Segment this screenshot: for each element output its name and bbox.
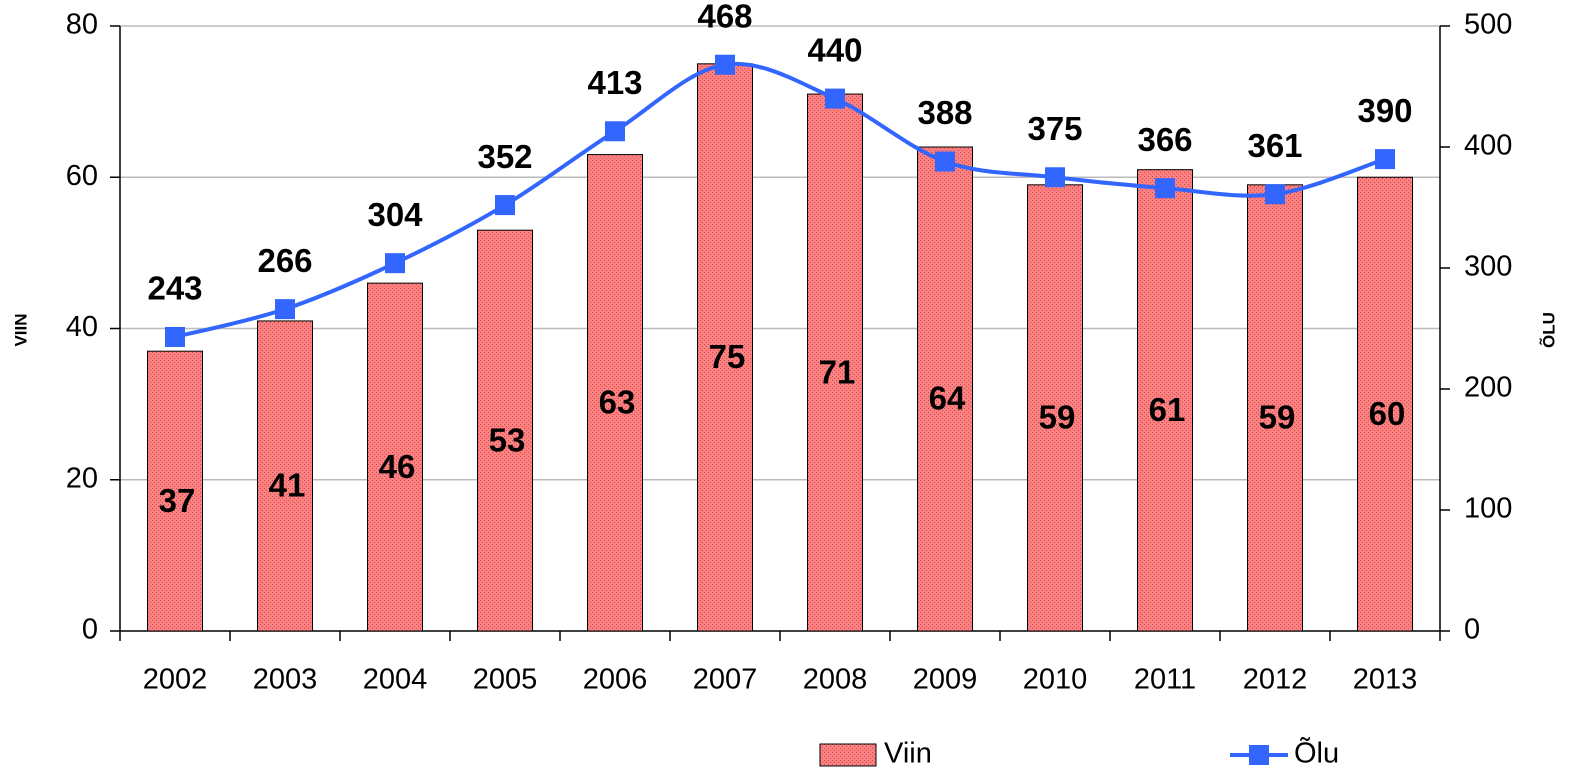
legend-marker	[1249, 745, 1269, 765]
data-label: 59	[1259, 399, 1296, 436]
bar	[917, 146, 973, 632]
y2-axis-label: ÕLU	[1538, 312, 1558, 348]
y-tick-label: 0	[82, 614, 98, 646]
x-tick-label: 2009	[913, 664, 978, 696]
bar	[147, 350, 203, 632]
y-tick-label: 40	[66, 311, 98, 343]
data-label: 243	[147, 270, 202, 307]
y2-tick-label: 100	[1464, 493, 1512, 525]
data-label: 388	[917, 94, 972, 131]
x-tick-label: 2003	[253, 664, 318, 696]
legend-label: Õlu	[1294, 736, 1339, 770]
data-label: 59	[1039, 399, 1076, 436]
data-label: 468	[697, 0, 752, 34]
marker	[825, 88, 845, 109]
line	[174, 61, 1386, 339]
data-label: 41	[269, 467, 306, 504]
marker	[1375, 149, 1395, 170]
data-label: 361	[1247, 127, 1302, 164]
bar	[257, 320, 313, 632]
data-label: 37	[159, 482, 196, 519]
bar	[587, 154, 643, 632]
data-label: 352	[477, 138, 532, 175]
marker	[1265, 184, 1285, 205]
y-tick-label: 80	[66, 9, 98, 41]
data-label: 63	[599, 384, 636, 421]
y-axis-label: VIIN	[11, 313, 30, 346]
y2-tick-label: 300	[1464, 251, 1512, 283]
data-label: 366	[1137, 121, 1192, 158]
bar	[1357, 176, 1413, 632]
x-tick-label: 2013	[1353, 664, 1418, 696]
y-tick-label: 60	[66, 160, 98, 192]
data-label: 46	[379, 448, 416, 485]
x-tick-label: 2007	[693, 664, 758, 696]
marker	[935, 151, 955, 172]
y-tick-label: 20	[66, 462, 98, 494]
marker	[275, 299, 295, 320]
marker	[1155, 178, 1175, 199]
marker	[715, 54, 735, 75]
data-label: 390	[1357, 92, 1412, 129]
y2-tick-label: 200	[1464, 372, 1512, 404]
marker	[385, 253, 405, 274]
legend-swatch	[819, 743, 877, 767]
x-tick-label: 2005	[473, 664, 538, 696]
x-tick-label: 2010	[1023, 664, 1088, 696]
data-label: 375	[1027, 110, 1082, 147]
bar	[697, 63, 753, 632]
data-label: 440	[807, 31, 862, 68]
data-label: 53	[489, 421, 526, 458]
y2-tick-label: 0	[1464, 614, 1480, 646]
x-tick-label: 2006	[583, 664, 648, 696]
bar	[367, 282, 423, 632]
legend-label: Viin	[884, 738, 932, 770]
bar	[1027, 184, 1083, 632]
marker	[495, 195, 515, 216]
data-label: 61	[1149, 391, 1186, 428]
x-tick-label: 2002	[143, 664, 208, 696]
data-label: 266	[257, 242, 312, 279]
x-tick-label: 2004	[363, 664, 428, 696]
x-tick-label: 2011	[1134, 664, 1196, 696]
marker	[1045, 167, 1065, 188]
x-tick-label: 2008	[803, 664, 868, 696]
y2-tick-label: 500	[1464, 9, 1512, 41]
bar	[1137, 169, 1193, 632]
data-label: 413	[587, 64, 642, 101]
bar	[477, 229, 533, 632]
x-tick-label: 2012	[1243, 664, 1308, 696]
data-label: 75	[709, 338, 746, 375]
marker	[605, 121, 625, 142]
data-label: 64	[929, 380, 966, 417]
bar	[807, 93, 863, 632]
data-label: 71	[819, 353, 856, 390]
bar	[1247, 184, 1303, 632]
marker	[165, 326, 185, 347]
data-label: 304	[367, 196, 423, 233]
y2-tick-label: 400	[1464, 130, 1512, 162]
data-label: 60	[1369, 395, 1406, 432]
